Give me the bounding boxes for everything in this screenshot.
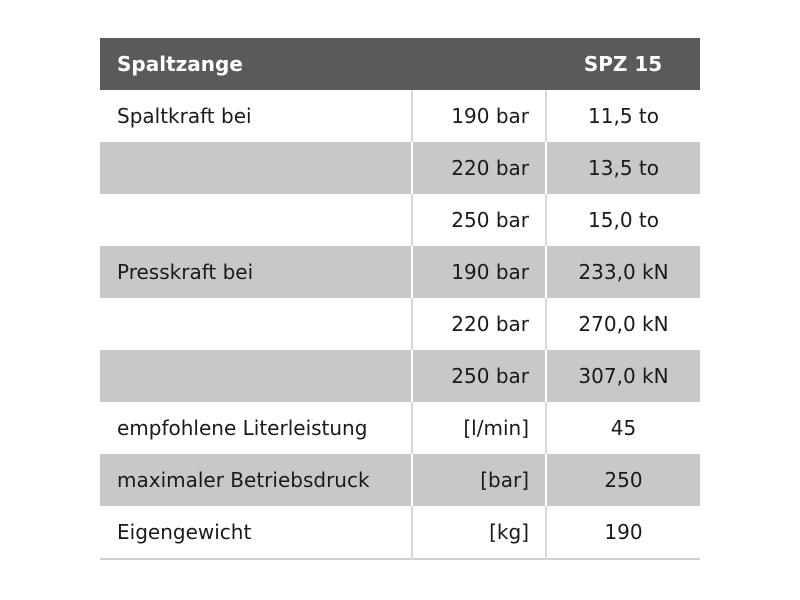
row-condition: [kg] xyxy=(411,506,546,559)
row-value: 190 xyxy=(545,506,700,559)
table-header: Spaltzange SPZ 15 xyxy=(100,38,700,90)
row-value: 250 xyxy=(545,454,700,506)
row-condition: 190 bar xyxy=(411,246,546,298)
table-row: 220 bar 13,5 to xyxy=(100,142,700,194)
table-row: 250 bar 307,0 kN xyxy=(100,350,700,402)
table-row: Spaltkraft bei 190 bar 11,5 to xyxy=(100,90,700,142)
row-condition: 250 bar xyxy=(411,194,546,246)
table-row: maximaler Betriebsdruck [bar] 250 xyxy=(100,454,700,506)
table-row: 250 bar 15,0 to xyxy=(100,194,700,246)
spec-table: Spaltzange SPZ 15 Spaltkraft bei 190 bar… xyxy=(100,38,700,560)
row-value: 15,0 to xyxy=(545,194,700,246)
row-label: empfohlene Literleistung xyxy=(100,402,412,454)
row-label: maximaler Betriebsdruck xyxy=(100,454,412,506)
row-value: 45 xyxy=(545,402,700,454)
row-value: 270,0 kN xyxy=(545,298,700,350)
table-body: Spaltkraft bei 190 bar 11,5 to 220 bar 1… xyxy=(100,90,700,559)
table-row: 220 bar 270,0 kN xyxy=(100,298,700,350)
row-value: 307,0 kN xyxy=(545,350,700,402)
row-label: Presskraft bei xyxy=(100,246,412,298)
row-label xyxy=(100,194,412,246)
row-value: 233,0 kN xyxy=(545,246,700,298)
header-spacer xyxy=(412,38,546,90)
row-label: Eigengewicht xyxy=(100,506,412,559)
row-label xyxy=(100,298,412,350)
row-label xyxy=(100,350,412,402)
row-label xyxy=(100,142,412,194)
row-condition: 220 bar xyxy=(411,298,546,350)
row-label: Spaltkraft bei xyxy=(100,90,412,142)
table-row: empfohlene Literleistung [l/min] 45 xyxy=(100,402,700,454)
header-row: Spaltzange SPZ 15 xyxy=(100,38,700,90)
row-condition: [l/min] xyxy=(411,402,546,454)
row-condition: 190 bar xyxy=(411,90,546,142)
table-row: Presskraft bei 190 bar 233,0 kN xyxy=(100,246,700,298)
row-value: 13,5 to xyxy=(545,142,700,194)
row-condition: 250 bar xyxy=(411,350,546,402)
header-model-label: SPZ 15 xyxy=(546,38,700,90)
header-product-label: Spaltzange xyxy=(100,38,412,90)
row-condition: [bar] xyxy=(411,454,546,506)
row-value: 11,5 to xyxy=(545,90,700,142)
table-row: Eigengewicht [kg] 190 xyxy=(100,506,700,559)
row-condition: 220 bar xyxy=(411,142,546,194)
